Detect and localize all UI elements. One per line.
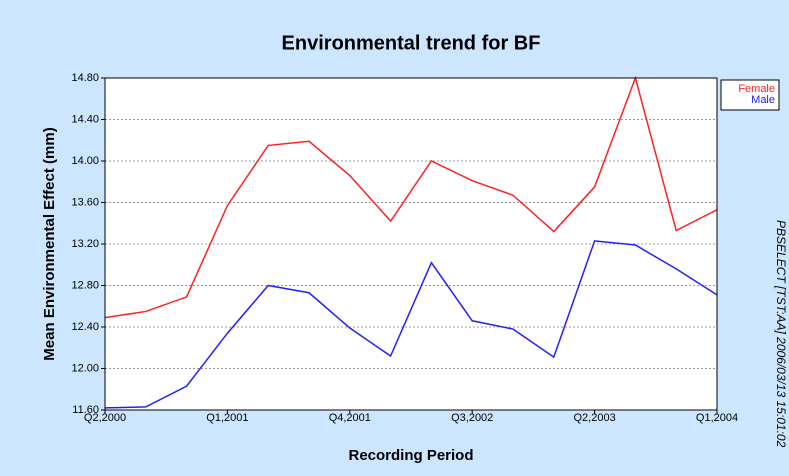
legend-box	[720, 79, 780, 111]
y-axis-label: Mean Environmental Effect (mm)	[41, 127, 58, 360]
x-tick-label: Q1,2001	[206, 412, 248, 424]
annotation: PBSELECT [TST:AA] 2006/03/13 15:01:02	[774, 220, 788, 448]
x-tick-label: Q2,2000	[84, 412, 126, 424]
y-tick-label: 12.40	[71, 321, 99, 333]
series-line	[104, 75, 718, 319]
legend-entry: Male	[751, 94, 775, 106]
y-tick-label: 14.00	[71, 155, 99, 167]
x-tick-label: Q4,2001	[329, 412, 371, 424]
x-tick-label: Q3,2002	[451, 412, 493, 424]
y-tick-label: 11.60	[72, 404, 99, 416]
legend-entry: Female	[738, 83, 775, 95]
x-tick-label: Q2,2003	[573, 412, 615, 424]
x-tick-label: Q1,2004	[696, 412, 738, 424]
y-tick-label: 13.20	[71, 238, 99, 250]
y-tick-label: 12.80	[71, 279, 99, 291]
y-tick-label: 14.40	[71, 113, 99, 125]
series-line	[104, 240, 718, 409]
chart-title: Environmental trend for BF	[282, 32, 541, 54]
plot-border	[104, 77, 718, 411]
y-tick-label: 14.80	[71, 72, 99, 84]
x-axis-label: Recording Period	[348, 447, 473, 464]
y-tick-label: 12.00	[71, 362, 99, 374]
y-tick-label: 13.60	[71, 196, 99, 208]
